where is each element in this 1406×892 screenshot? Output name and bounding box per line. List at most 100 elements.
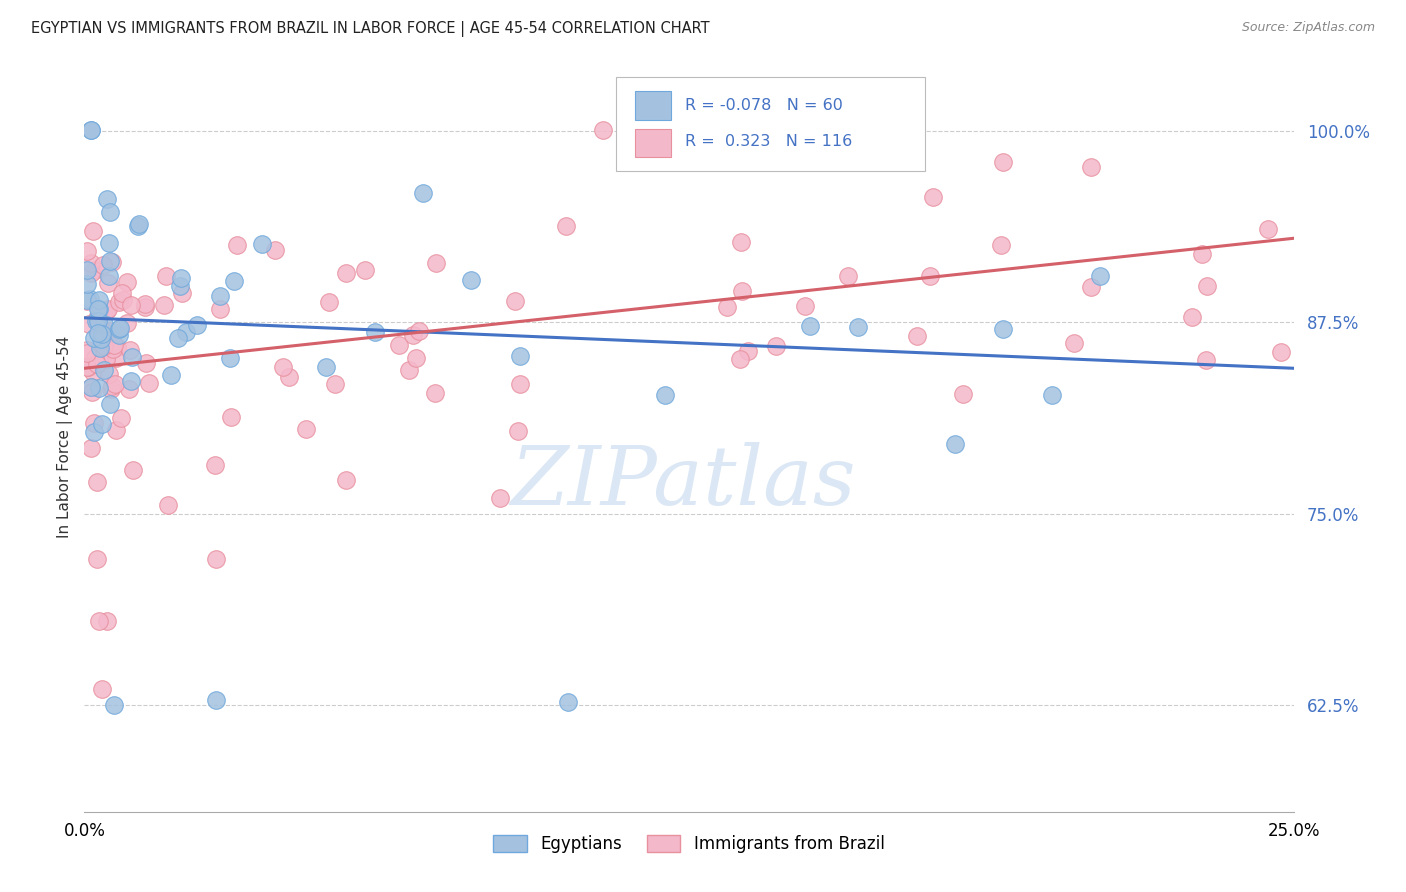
Point (160, 368, 183, 383)
Point (76, 345, 98, 359)
Point (83, 425, 105, 439)
Point (993, 321, 1015, 335)
Point (730, 351, 752, 366)
Point (101, 255, 124, 269)
Point (98, 205, 121, 219)
Point (98, 254, 121, 268)
Point (323, 377, 346, 392)
Point (84, 351, 107, 366)
Point (209, 301, 232, 316)
Point (87, 326, 110, 340)
Point (107, 328, 129, 343)
Point (662, 122, 685, 136)
Point (135, 356, 157, 370)
Point (918, 268, 941, 283)
Point (335, 473, 357, 487)
Point (80, 266, 103, 280)
Point (170, 285, 193, 300)
Point (110, 410, 132, 425)
Point (758, 109, 780, 123)
Point (208, 289, 231, 303)
Point (90, 326, 112, 341)
Point (408, 324, 430, 338)
Point (82, 365, 104, 379)
Text: Source: ZipAtlas.com: Source: ZipAtlas.com (1241, 21, 1375, 34)
Point (1088, 268, 1111, 283)
Point (219, 410, 242, 425)
Point (86, 311, 108, 326)
Point (204, 458, 226, 472)
Point (98, 324, 121, 338)
Point (169, 278, 191, 293)
Point (87, 293, 110, 307)
Point (186, 318, 208, 332)
Point (557, 695, 579, 709)
Point (89, 341, 111, 355)
Point (101, 378, 124, 392)
Text: R = -0.078   N = 60: R = -0.078 N = 60 (685, 98, 844, 112)
Point (80, 122, 103, 136)
Point (97, 276, 120, 290)
Point (952, 387, 974, 401)
Point (489, 491, 512, 506)
Point (1181, 310, 1204, 325)
Point (731, 284, 754, 298)
Point (76, 343, 98, 357)
Point (1040, 388, 1063, 402)
Point (157, 498, 180, 512)
Y-axis label: In Labor Force | Age 45-54: In Labor Force | Age 45-54 (58, 336, 73, 538)
Point (846, 320, 869, 334)
Point (91, 682, 114, 697)
Point (716, 300, 738, 314)
Point (76, 360, 98, 375)
Point (104, 351, 127, 366)
Point (93, 317, 115, 331)
Point (250, 236, 273, 251)
Point (87, 314, 110, 328)
Point (87, 301, 110, 316)
Point (990, 237, 1012, 252)
Point (765, 339, 787, 353)
Point (460, 273, 482, 287)
Point (82, 384, 104, 399)
Point (737, 343, 759, 358)
Point (503, 293, 526, 308)
Point (405, 351, 427, 365)
Point (76, 293, 98, 308)
Point (654, 388, 676, 402)
Point (91, 258, 114, 272)
Point (363, 325, 385, 339)
Point (86, 552, 108, 566)
Point (82, 224, 104, 238)
Point (318, 295, 340, 310)
FancyBboxPatch shape (634, 128, 671, 157)
Point (991, 155, 1014, 169)
Point (205, 693, 228, 707)
FancyBboxPatch shape (634, 92, 671, 120)
Point (121, 351, 143, 365)
Point (80, 256, 103, 270)
Point (104, 423, 127, 437)
Point (174, 325, 197, 339)
Point (80, 380, 103, 394)
Point (93, 339, 115, 353)
Point (264, 244, 287, 258)
Point (222, 274, 245, 288)
Point (96, 192, 118, 206)
Point (84, 314, 107, 328)
Point (86, 357, 108, 371)
Point (117, 316, 139, 330)
Point (508, 424, 530, 438)
Point (120, 374, 142, 388)
Point (86, 475, 108, 489)
Point (353, 263, 375, 277)
Point (509, 349, 531, 363)
Point (730, 235, 752, 250)
Point (96, 303, 118, 318)
Point (1191, 246, 1213, 260)
Point (225, 238, 247, 252)
Point (128, 217, 150, 231)
Point (80, 380, 103, 394)
Point (120, 298, 142, 312)
Point (412, 186, 434, 200)
